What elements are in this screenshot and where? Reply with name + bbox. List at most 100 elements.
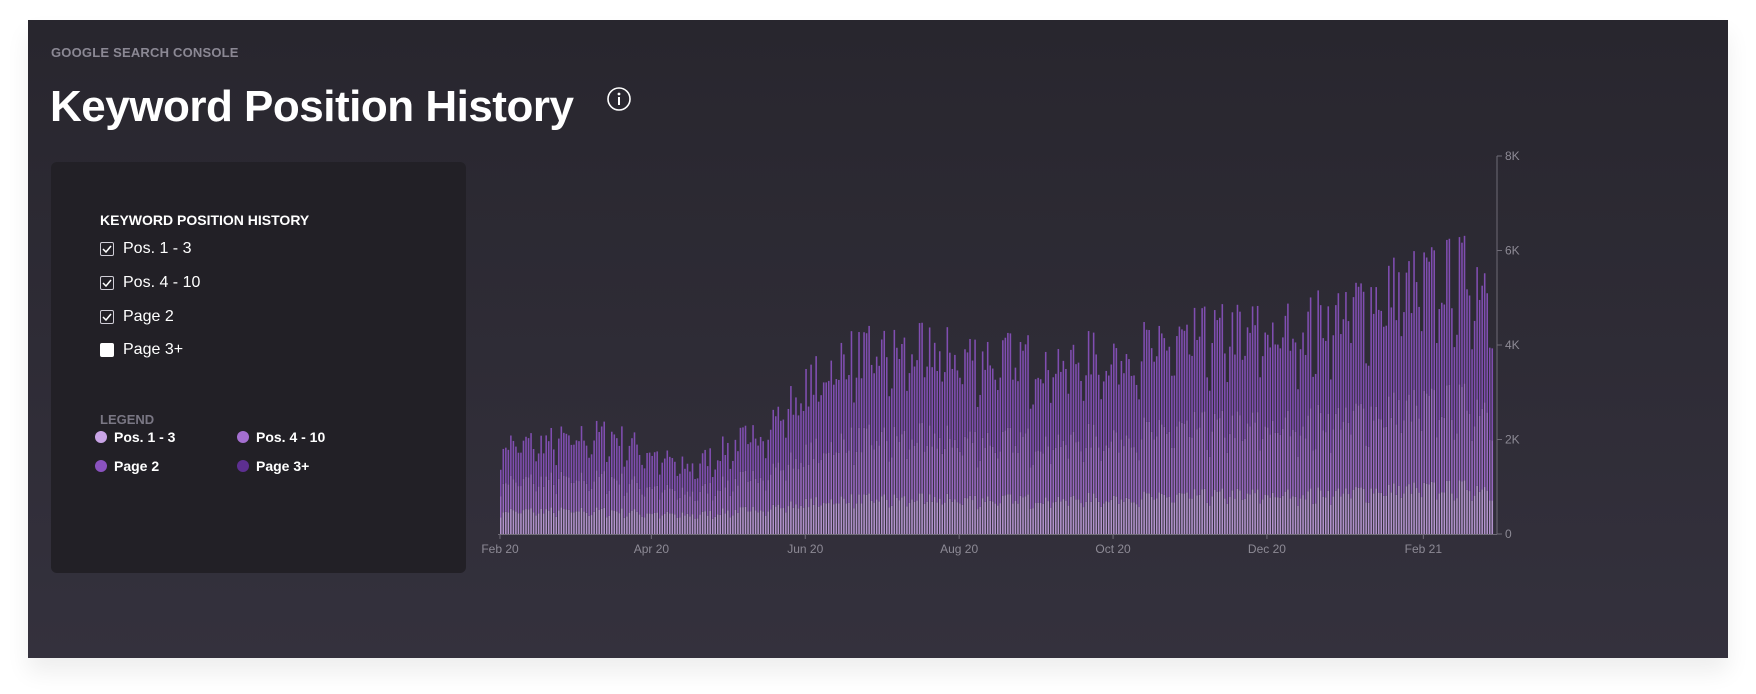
bar-2020-09-11-series-0 bbox=[1062, 499, 1065, 534]
bar-2021-01-28-series-1 bbox=[1413, 389, 1415, 483]
bar-2020-04-25-series-2 bbox=[711, 477, 714, 501]
checkbox-checked-icon[interactable] bbox=[100, 242, 114, 256]
filter-pos-4-10[interactable]: Pos. 4 - 10 bbox=[100, 272, 200, 294]
bar-2020-03-14-series-2 bbox=[605, 461, 608, 494]
checkbox-checked-icon[interactable] bbox=[100, 276, 114, 290]
bar-2020-07-08-series-2 bbox=[898, 358, 901, 442]
bar-2020-05-02-series-1 bbox=[729, 495, 732, 518]
bar-2021-01-01-series-0 bbox=[1345, 488, 1347, 534]
bar-2020-07-30-series-0 bbox=[954, 499, 956, 534]
bar-2020-12-17-series-1 bbox=[1307, 415, 1309, 492]
bar-2020-05-15-series-2 bbox=[762, 441, 764, 481]
bar-2020-07-08-series-0 bbox=[898, 500, 901, 534]
bar-2020-10-11-series-2 bbox=[1138, 399, 1140, 461]
bar-2021-02-12-series-1 bbox=[1451, 419, 1453, 494]
bar-2020-02-08-series-0 bbox=[517, 513, 520, 534]
bar-2020-03-21-series-1 bbox=[623, 495, 626, 518]
bar-2020-07-17-series-1 bbox=[921, 422, 923, 494]
bar-2020-12-30-series-2 bbox=[1340, 334, 1342, 430]
bar-2020-11-09-series-2 bbox=[1211, 343, 1213, 432]
bar-2020-05-21-series-2 bbox=[777, 406, 780, 463]
bar-2020-12-02-series-0 bbox=[1269, 497, 1272, 534]
bar-2020-11-26-series-0 bbox=[1254, 493, 1256, 534]
filter-page-3-plus[interactable]: Page 3+ bbox=[100, 339, 183, 361]
bar-2020-10-25-series-2 bbox=[1173, 375, 1176, 448]
bar-2020-05-06-series-2 bbox=[739, 427, 742, 472]
bar-2020-03-06-series-1 bbox=[585, 483, 588, 513]
bar-2020-09-13-series-2 bbox=[1067, 393, 1070, 459]
bar-2021-01-05-series-2 bbox=[1355, 282, 1357, 404]
bar-2021-01-30-series-1 bbox=[1418, 418, 1420, 493]
bar-2020-11-29-series-0 bbox=[1261, 499, 1264, 534]
bar-2020-09-14-series-0 bbox=[1070, 496, 1072, 534]
bar-2020-07-20-series-2 bbox=[928, 327, 931, 426]
bar-2020-07-15-series-1 bbox=[916, 442, 918, 501]
bar-2020-04-08-series-1 bbox=[669, 488, 671, 514]
bar-2021-02-17-series-1 bbox=[1463, 383, 1466, 481]
bar-2020-05-03-series-0 bbox=[732, 515, 734, 534]
bar-2020-06-11-series-2 bbox=[830, 360, 833, 443]
bar-2020-02-13-series-1 bbox=[530, 474, 532, 509]
bar-2020-04-14-series-0 bbox=[684, 515, 686, 534]
bar-2020-08-14-series-2 bbox=[991, 368, 994, 447]
bar-2020-02-17-series-0 bbox=[540, 508, 542, 534]
bar-2020-03-16-series-1 bbox=[611, 476, 613, 511]
bar-2021-01-24-series-1 bbox=[1403, 420, 1405, 494]
bar-2020-06-03-series-1 bbox=[810, 442, 812, 499]
bar-2021-01-18-series-0 bbox=[1388, 484, 1390, 534]
bar-2020-09-05-series-1 bbox=[1047, 446, 1050, 502]
bar-2020-10-18-series-2 bbox=[1155, 356, 1158, 437]
bar-2020-04-30-series-0 bbox=[724, 513, 727, 534]
checkbox-checked-icon[interactable] bbox=[100, 310, 114, 324]
bar-2020-12-15-series-0 bbox=[1302, 495, 1304, 534]
bar-2021-01-09-series-0 bbox=[1365, 502, 1367, 534]
bar-2020-11-08-series-0 bbox=[1208, 505, 1211, 534]
bar-2020-06-23-series-0 bbox=[860, 503, 863, 534]
bar-2020-02-06-series-0 bbox=[512, 510, 515, 534]
bar-2020-12-10-series-0 bbox=[1289, 498, 1292, 534]
bar-2021-02-16-series-0 bbox=[1461, 481, 1463, 534]
bar-2020-12-03-series-0 bbox=[1271, 492, 1274, 534]
bar-2020-09-29-series-2 bbox=[1108, 375, 1110, 448]
bar-2020-05-09-series-1 bbox=[747, 481, 749, 512]
bar-2020-09-10-series-2 bbox=[1060, 371, 1062, 447]
bar-2020-02-23-series-0 bbox=[555, 516, 558, 534]
bar-2020-10-26-series-2 bbox=[1176, 336, 1178, 427]
bar-2020-02-27-series-1 bbox=[565, 476, 568, 510]
bar-2020-10-01-series-0 bbox=[1113, 495, 1115, 534]
bar-2020-05-11-series-2 bbox=[752, 425, 754, 471]
bar-2020-05-01-series-1 bbox=[727, 480, 729, 511]
checkbox-unchecked-icon[interactable] bbox=[100, 343, 114, 357]
bar-2020-02-22-series-0 bbox=[552, 512, 555, 534]
bar-2020-04-15-series-0 bbox=[686, 513, 689, 534]
bar-2020-05-15-series-0 bbox=[762, 511, 764, 534]
bar-2020-10-05-series-1 bbox=[1123, 446, 1125, 502]
bar-2020-11-18-series-0 bbox=[1234, 498, 1236, 534]
bar-2021-01-29-series-1 bbox=[1415, 405, 1418, 489]
bar-2021-01-11-series-2 bbox=[1370, 287, 1372, 407]
bar-2020-03-31-series-2 bbox=[648, 452, 651, 487]
bar-2020-11-05-series-0 bbox=[1201, 489, 1203, 534]
bar-2020-05-21-series-0 bbox=[777, 504, 780, 534]
bar-2020-05-17-series-2 bbox=[767, 439, 769, 481]
bar-2020-03-30-series-0 bbox=[646, 513, 648, 534]
bar-2020-11-04-series-1 bbox=[1198, 427, 1201, 495]
bar-2021-02-04-series-0 bbox=[1430, 481, 1433, 534]
filter-pos-1-3[interactable]: Pos. 1 - 3 bbox=[100, 238, 191, 260]
bar-2020-06-07-series-1 bbox=[820, 459, 822, 506]
bar-2021-02-24-series-0 bbox=[1481, 489, 1483, 534]
bar-2021-02-24-series-2 bbox=[1481, 285, 1483, 409]
bar-2021-01-28-series-2 bbox=[1413, 251, 1415, 390]
legend-label: Pos. 1 - 3 bbox=[114, 429, 176, 445]
bar-2020-12-14-series-0 bbox=[1299, 498, 1302, 534]
bar-2021-02-06-series-2 bbox=[1435, 343, 1438, 438]
bar-2020-10-31-series-0 bbox=[1188, 498, 1191, 534]
bar-2020-02-19-series-1 bbox=[545, 476, 547, 510]
info-icon[interactable] bbox=[606, 86, 632, 112]
bar-2020-09-21-series-2 bbox=[1087, 331, 1090, 424]
filter-page-2[interactable]: Page 2 bbox=[100, 306, 174, 328]
bar-2020-10-31-series-2 bbox=[1188, 354, 1191, 437]
bar-2020-03-12-series-2 bbox=[600, 426, 603, 474]
bar-2020-03-08-series-2 bbox=[590, 454, 593, 489]
bar-2020-02-04-series-2 bbox=[507, 449, 510, 485]
